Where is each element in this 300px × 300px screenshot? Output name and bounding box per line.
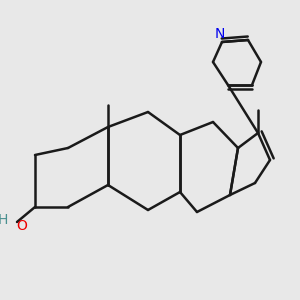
Text: N: N <box>215 27 225 41</box>
Text: O: O <box>16 219 27 233</box>
Text: H: H <box>0 213 8 227</box>
